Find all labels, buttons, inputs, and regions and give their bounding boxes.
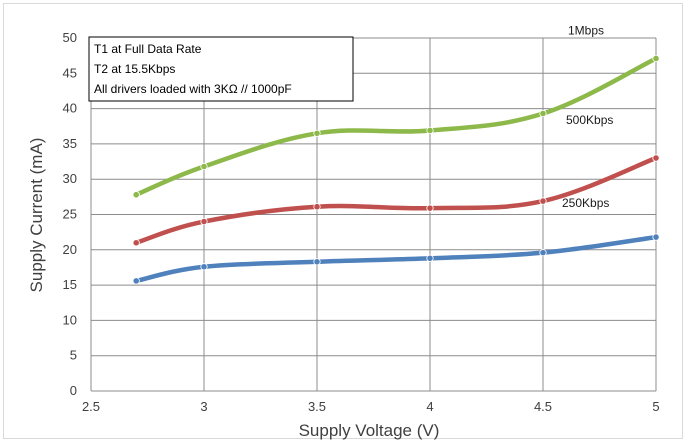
data-point-500kbps bbox=[426, 204, 434, 212]
notes-box-border bbox=[88, 36, 354, 102]
y-tick-label: 5 bbox=[70, 348, 77, 363]
data-point-1mbps bbox=[539, 109, 547, 118]
tick-labels: 0 5 10 15 20 25 30 35 40 45 50 2.5 3 3.5 4 4.5 5 bbox=[63, 30, 660, 414]
y-tick-label: 30 bbox=[63, 171, 77, 186]
x-tick-label: 2.5 bbox=[82, 399, 100, 414]
x-tick-label: 4 bbox=[426, 399, 433, 414]
series-label-500kbps: 500Kbps bbox=[566, 113, 613, 127]
data-point-250kbps bbox=[132, 277, 140, 285]
data-point-500kbps bbox=[200, 217, 208, 226]
x-tick-label: 5 bbox=[652, 399, 659, 414]
data-point-250kbps bbox=[652, 233, 660, 241]
series-label-250kbps: 250Kbps bbox=[562, 196, 609, 210]
notes-box: T1 at Full Data Rate T2 at 15.5Kbps All … bbox=[88, 36, 354, 102]
series-lines bbox=[132, 54, 660, 285]
note-line-2: T2 at 15.5Kbps bbox=[94, 62, 175, 76]
y-tick-label: 50 bbox=[63, 30, 77, 45]
series-labels: 1Mbps 500Kbps 250Kbps bbox=[562, 23, 613, 210]
x-axis-title: Supply Voltage (V) bbox=[299, 421, 440, 440]
data-point-500kbps bbox=[539, 197, 547, 205]
x-tick-label: 4.5 bbox=[534, 399, 552, 414]
series-label-1mbps: 1Mbps bbox=[568, 23, 604, 37]
data-point-500kbps bbox=[132, 239, 140, 247]
data-point-1mbps bbox=[426, 126, 434, 135]
data-point-500kbps bbox=[652, 154, 660, 162]
y-tick-label: 10 bbox=[63, 312, 77, 327]
x-tick-label: 3 bbox=[200, 399, 207, 414]
data-point-250kbps bbox=[539, 249, 547, 257]
x-tick-label: 3.5 bbox=[308, 399, 326, 414]
data-point-1mbps bbox=[652, 54, 660, 63]
y-tick-label: 35 bbox=[63, 136, 77, 151]
data-point-250kbps bbox=[426, 254, 434, 262]
y-tick-label: 40 bbox=[63, 101, 77, 116]
note-line-3: All drivers loaded with 3KΩ // 1000pF bbox=[94, 82, 292, 96]
y-tick-label: 45 bbox=[63, 65, 77, 80]
data-point-250kbps bbox=[313, 258, 321, 266]
y-tick-label: 0 bbox=[70, 383, 77, 398]
y-tick-label: 15 bbox=[63, 277, 77, 292]
note-line-1: T1 at Full Data Rate bbox=[94, 42, 202, 56]
data-point-1mbps bbox=[313, 129, 321, 137]
series-line-250kbps bbox=[133, 234, 659, 284]
data-point-1mbps bbox=[132, 191, 140, 199]
y-tick-label: 25 bbox=[63, 207, 77, 222]
y-tick-label: 20 bbox=[63, 242, 77, 257]
y-axis-title: Supply Current (mA) bbox=[27, 138, 46, 293]
data-point-250kbps bbox=[200, 263, 208, 271]
data-point-1mbps bbox=[200, 162, 208, 171]
data-point-500kbps bbox=[313, 203, 321, 211]
